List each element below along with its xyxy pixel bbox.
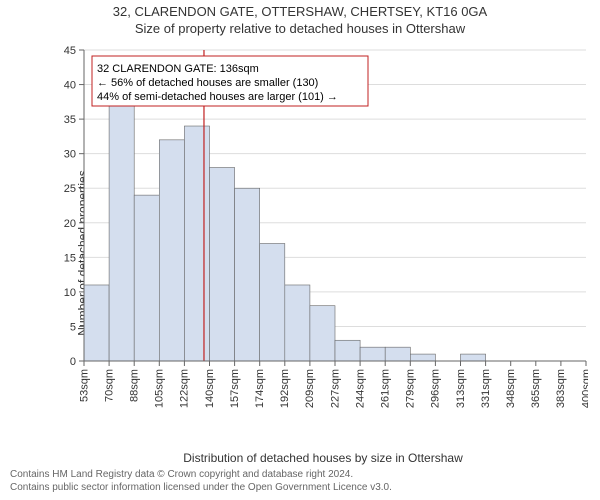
chart-area: Number of detached properties 0510152025… <box>0 38 600 467</box>
x-tick-label: 140sqm <box>204 369 216 408</box>
histogram-bar <box>84 285 109 361</box>
x-tick-label: 192sqm <box>279 369 291 408</box>
x-tick-label: 261sqm <box>380 369 392 408</box>
x-axis-label: Distribution of detached houses by size … <box>58 451 588 465</box>
footer-line-2: Contains public sector information licen… <box>10 482 600 495</box>
histogram-svg: 0 5 10 15 20 25 30 35 40 45 53sqm 70sqm 88sqm 105sqm 1… <box>58 46 588 409</box>
x-tick-label: 105sqm <box>154 369 166 408</box>
annotation-line-3: 44% of semi-detached houses are larger (… <box>97 91 338 103</box>
histogram-plot: 0 5 10 15 20 25 30 35 40 45 53sqm 70sqm 88sqm 105sqm 1… <box>58 46 588 409</box>
svg-text:35: 35 <box>64 114 76 126</box>
footer: Contains HM Land Registry data © Crown c… <box>0 467 600 500</box>
svg-text:10: 10 <box>64 287 76 299</box>
x-tick-label: 313sqm <box>455 369 467 408</box>
histogram-bar <box>285 285 310 361</box>
histogram-bar <box>184 126 209 361</box>
svg-text:15: 15 <box>64 252 76 264</box>
x-tick-label: 400sqm <box>580 369 588 408</box>
svg-text:45: 45 <box>64 46 76 57</box>
x-tick-label: 174sqm <box>254 369 266 408</box>
svg-text:5: 5 <box>70 321 76 333</box>
histogram-bar <box>109 105 134 361</box>
x-tick-label: 53sqm <box>78 369 90 402</box>
histogram-bar <box>235 188 260 361</box>
svg-text:40: 40 <box>64 80 76 92</box>
x-tick-label: 227sqm <box>329 369 341 408</box>
histogram-bar <box>210 167 235 361</box>
x-tick-label: 157sqm <box>229 369 241 408</box>
x-tick-label: 348sqm <box>505 369 517 408</box>
histogram-bar <box>335 340 360 361</box>
histogram-bar <box>260 244 285 361</box>
histogram-bar <box>134 195 159 361</box>
annotation-line-2: ← 56% of detached houses are smaller (13… <box>97 77 318 89</box>
histogram-bar <box>310 306 335 361</box>
histogram-bar <box>159 140 184 361</box>
x-tick-label: 365sqm <box>530 369 542 408</box>
page-subtitle: Size of property relative to detached ho… <box>8 21 592 36</box>
x-tick-label: 88sqm <box>128 369 140 402</box>
histogram-bar <box>385 347 410 361</box>
x-tick-label: 122sqm <box>179 369 191 408</box>
x-tick-label: 244sqm <box>354 369 366 408</box>
histogram-bar <box>360 347 385 361</box>
x-tick-label: 279sqm <box>405 369 417 408</box>
svg-text:20: 20 <box>64 218 76 230</box>
x-tick-label: 331sqm <box>480 369 492 408</box>
svg-text:25: 25 <box>64 183 76 195</box>
annotation-line-1: 32 CLARENDON GATE: 136sqm <box>97 63 259 75</box>
x-tick-label: 383sqm <box>555 369 567 408</box>
x-tick-label: 296sqm <box>430 369 442 408</box>
footer-line-1: Contains HM Land Registry data © Crown c… <box>10 469 600 482</box>
page-title: 32, CLARENDON GATE, OTTERSHAW, CHERTSEY,… <box>8 4 592 19</box>
histogram-bar <box>410 354 435 361</box>
svg-text:0: 0 <box>70 356 76 368</box>
x-tick-label: 70sqm <box>103 369 115 402</box>
histogram-bar <box>461 354 486 361</box>
svg-text:30: 30 <box>64 149 76 161</box>
x-tick-label: 209sqm <box>304 369 316 408</box>
